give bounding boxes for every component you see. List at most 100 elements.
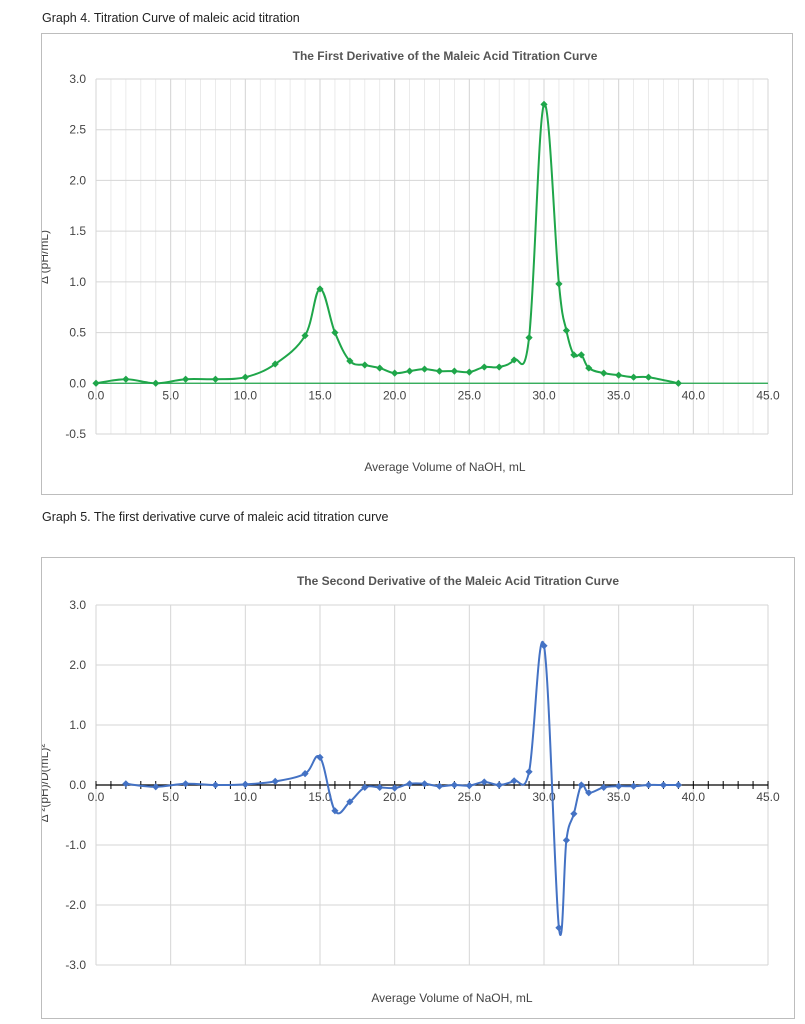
first-derivative-chart: 3.0 2.5 2.0 1.5 1.0 0.5 0.0 -0.5 0.0 5.0 10.0 15.0 2… — [37, 33, 793, 495]
data-point — [562, 836, 570, 844]
data-point — [420, 365, 429, 373]
data-point — [585, 364, 593, 372]
data-point — [152, 379, 160, 387]
data-point — [480, 363, 488, 371]
x-tick-label: 45.0 — [756, 790, 780, 804]
x-tick-label: 30.0 — [532, 388, 556, 402]
y-tick-label: -3.0 — [65, 958, 86, 972]
data-point — [644, 373, 653, 381]
data-point — [465, 782, 473, 790]
y-axis-label: Δ ²(pH)/D(mL)² — [42, 744, 51, 823]
x-tick-label: 10.0 — [234, 790, 258, 804]
x-tick-label: 20.0 — [383, 790, 407, 804]
data-point — [271, 777, 279, 785]
data-point — [600, 369, 608, 377]
data-point — [316, 285, 324, 293]
data-point — [630, 782, 638, 790]
data-point — [674, 781, 682, 789]
data-point — [211, 781, 220, 789]
data-point — [540, 642, 548, 650]
x-tick-label: 25.0 — [458, 388, 482, 402]
y-tick-label: -1.0 — [65, 838, 86, 852]
chart-title: The Second Derivative of the Maleic Acid… — [297, 574, 619, 588]
y-tick-label: 1.5 — [69, 224, 86, 238]
data-point — [577, 351, 585, 359]
data-point — [420, 780, 429, 788]
y-axis-label: Δ (pH/mL) — [42, 230, 51, 284]
data-point — [555, 924, 563, 932]
data-point — [391, 369, 399, 377]
x-axis-label: Average Volume of NaOH, mL — [371, 991, 533, 1005]
data-point — [585, 789, 593, 797]
chart-title: The First Derivative of the Maleic Acid … — [293, 49, 598, 63]
data-point — [510, 356, 518, 364]
y-tick-label: 3.0 — [69, 72, 86, 86]
data-point — [182, 780, 190, 788]
data-point — [406, 367, 414, 375]
x-tick-label: 15.0 — [308, 790, 332, 804]
y-tick-label: 3.0 — [69, 598, 86, 612]
x-tick-label: 10.0 — [234, 388, 258, 402]
data-point — [659, 781, 668, 789]
data-point — [211, 375, 220, 383]
data-point — [435, 782, 444, 790]
data-point — [540, 100, 548, 108]
data-point — [450, 781, 458, 789]
x-tick-label: 45.0 — [756, 388, 780, 402]
data-point — [495, 363, 503, 371]
y-tick-label: 0.5 — [69, 326, 86, 340]
data-point — [615, 371, 623, 379]
y-tick-label: 0.0 — [69, 778, 86, 792]
data-point — [630, 373, 638, 381]
data-point — [435, 367, 444, 375]
x-tick-label: 0.0 — [88, 790, 105, 804]
data-point — [241, 780, 249, 788]
data-point — [525, 768, 533, 776]
y-tick-label: 1.0 — [69, 275, 86, 289]
data-point — [577, 781, 585, 789]
graph5-caption: Graph 5. The first derivative curve of m… — [42, 510, 389, 524]
x-tick-label: 40.0 — [682, 790, 706, 804]
x-tick-label: 30.0 — [532, 790, 556, 804]
data-point — [480, 778, 488, 786]
x-tick-label: 35.0 — [607, 790, 631, 804]
x-tick-label: 5.0 — [162, 790, 179, 804]
series-line — [125, 641, 679, 937]
data-point — [391, 784, 399, 792]
data-point — [346, 357, 354, 365]
x-axis-label: Average Volume of NaOH, mL — [364, 460, 526, 474]
y-tick-label: 0.0 — [69, 376, 86, 390]
x-tick-label: 20.0 — [383, 388, 407, 402]
data-point — [510, 777, 518, 785]
y-tick-label: 2.5 — [69, 123, 86, 137]
data-point — [376, 364, 384, 372]
data-point — [182, 375, 190, 383]
data-point — [562, 326, 570, 335]
y-tick-label: 2.0 — [69, 658, 86, 672]
series-line — [95, 103, 679, 385]
data-point — [301, 332, 309, 340]
data-point — [406, 780, 414, 788]
second-derivative-plot: 3.0 2.0 1.0 0.0 -1.0 -2.0 -3.0 0.0 5.0 10.0 15.0 20… — [37, 574, 780, 1005]
data-point — [241, 373, 249, 381]
data-point — [361, 361, 369, 369]
y-tick-label: -0.5 — [65, 427, 86, 441]
x-tick-label: 5.0 — [162, 388, 179, 402]
data-point — [92, 379, 100, 387]
data-point — [525, 334, 533, 342]
x-tick-label: 35.0 — [607, 388, 631, 402]
data-point — [674, 379, 682, 387]
data-point — [465, 368, 473, 376]
data-point — [316, 753, 324, 761]
data-point — [570, 810, 578, 818]
data-point — [615, 782, 623, 790]
data-point — [152, 783, 160, 791]
first-derivative-plot: 3.0 2.5 2.0 1.5 1.0 0.5 0.0 -0.5 0.0 5.0 10.0 15.0 2… — [37, 49, 780, 474]
x-tick-label: 25.0 — [458, 790, 482, 804]
data-point — [644, 781, 653, 789]
graph4-caption: Graph 4. Titration Curve of maleic acid … — [42, 11, 300, 25]
y-tick-label: 2.0 — [69, 173, 86, 187]
y-tick-label: -2.0 — [65, 898, 86, 912]
data-point — [271, 360, 279, 368]
data-point — [122, 780, 130, 788]
